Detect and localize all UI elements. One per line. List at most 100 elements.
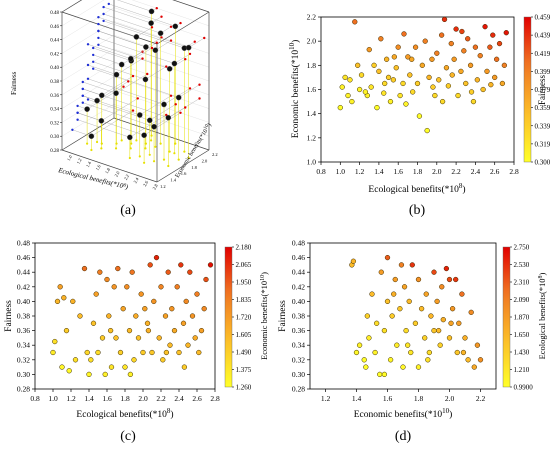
panel-c-point <box>90 320 97 326</box>
panel-d-ytick-label: 0.36 <box>292 326 305 335</box>
panel-b-point <box>468 89 475 95</box>
panel-d-point <box>437 342 443 348</box>
panel-c-point <box>54 298 61 305</box>
panel-a-proj-red <box>184 106 187 109</box>
panel-a-point <box>113 71 120 78</box>
panel-a-proj-yellow <box>144 147 147 150</box>
panel-a-proj-line <box>87 64 117 75</box>
panel-d-point <box>448 320 454 326</box>
panel-c-point <box>135 335 142 341</box>
panel-a-proj-red <box>174 103 177 106</box>
panel-c-point <box>145 327 152 334</box>
panel-a-ztick-label: 0.46 <box>50 25 59 30</box>
panel-a-grid-line <box>61 7 115 40</box>
panel-a-proj-yellow <box>150 139 153 142</box>
panel-b-point <box>342 74 348 81</box>
panel-a-box-edge <box>156 11 210 45</box>
panel-b-point <box>453 26 459 32</box>
panel-d-xtick-label: 1.6 <box>383 394 393 403</box>
panel-b-point <box>349 98 355 105</box>
panel-d-point <box>378 269 384 275</box>
panel-d-point <box>384 254 391 261</box>
panel-a-point <box>172 23 179 30</box>
panel-b-point <box>474 77 480 83</box>
panel-b-colorbar-tick-label: 0.3596 <box>535 104 550 112</box>
panel-a-point <box>99 92 105 99</box>
panel-d-point <box>449 306 456 312</box>
panel-b-ytick-label: 2.0 <box>307 37 317 46</box>
panel-a-ytick-label: 1.2 <box>160 184 166 189</box>
panel-c-point <box>120 306 126 312</box>
panel-c-colorbar-bar <box>224 246 233 388</box>
panel-a-proj-line <box>93 68 179 98</box>
panel-c-point <box>59 364 65 370</box>
panel-a-point <box>175 94 182 101</box>
panel-d-point <box>381 327 388 334</box>
panel-b-point <box>490 32 496 38</box>
panel-a-point <box>148 20 154 26</box>
panel-a-proj-blue <box>97 22 100 26</box>
panel-a-proj-red <box>203 36 206 40</box>
panel-c-point <box>183 298 189 305</box>
panel-d-point <box>381 371 388 378</box>
panel-b-ytick-label: 1.2 <box>307 133 317 142</box>
panel-a-proj-line <box>82 102 155 127</box>
panel-d-ytick-label: 0.44 <box>292 268 305 277</box>
panel-c-point <box>169 306 175 312</box>
panel-d-point <box>440 317 446 323</box>
panel-a-proj-red <box>160 36 163 39</box>
panel-d-point <box>401 284 408 290</box>
panel-c-ytick-label: 0.46 <box>17 253 30 262</box>
panel-a-proj-yellow <box>174 142 177 145</box>
panel-a-proj-line <box>139 95 172 116</box>
panel-a-proj-yellow <box>177 158 180 161</box>
panel-d-point <box>436 327 442 334</box>
panel-a-grid-line <box>61 0 105 26</box>
panel-c-xtick-label: 2.6 <box>192 394 202 403</box>
panel-d-point <box>428 313 434 319</box>
panel-b-point <box>345 92 351 99</box>
panel-a-proj-line <box>77 112 145 136</box>
panel-b-label: (b) <box>409 203 426 218</box>
panel-a-point <box>127 134 133 141</box>
panel-c-point <box>95 349 101 356</box>
panel-c-point <box>129 269 135 275</box>
panel-a-proj-blue <box>92 67 95 70</box>
panel-c-point <box>115 265 121 272</box>
panel-b-point <box>439 98 446 105</box>
panel-d-point <box>425 357 431 363</box>
panel-d-point <box>415 276 422 283</box>
panel-d-ytick-label: 0.40 <box>292 297 305 306</box>
panel-c-point <box>108 364 115 370</box>
panel-b-xtick-label: 2.4 <box>471 167 481 176</box>
panel-a-xtick-label: 2.8 <box>152 182 160 190</box>
panel-a-xtick-label: 1.0 <box>66 154 74 162</box>
panel-a-proj-red <box>188 52 192 56</box>
panel-b-colorbar-tick-label: 0.3199 <box>535 140 550 148</box>
panel-a-proj-yellow <box>90 148 93 152</box>
panel-a-ztick-label: 0.44 <box>50 39 59 44</box>
panel-c-point <box>160 357 166 363</box>
panel-a-proj-yellow <box>114 147 118 150</box>
panel-c-point <box>131 357 137 363</box>
panel-a-ztick-label: 0.36 <box>50 94 59 99</box>
panel-b-point <box>436 77 442 83</box>
panel-d-point <box>465 357 471 363</box>
panel-c-point <box>81 265 88 272</box>
panel-d-point <box>397 306 403 312</box>
panel-a-proj-line <box>130 42 157 59</box>
panel-d-xlabel: Economic benefits(*1010) <box>354 407 453 420</box>
panel-a-proj-red <box>169 39 173 42</box>
panel-a-proj-yellow <box>173 152 176 155</box>
panel-a-proj-line <box>87 86 124 110</box>
panel-d-colorbar-tick-label: 1.210 <box>514 366 530 374</box>
panel-c-point <box>126 327 133 334</box>
panel-b-point <box>393 65 399 71</box>
panel-d-label: (d) <box>395 429 412 444</box>
panel-c-point <box>70 298 76 305</box>
panel-a-point <box>118 61 125 68</box>
panel-c-point <box>72 357 79 363</box>
panel-a-proj-red <box>150 46 154 50</box>
panel-d-point <box>384 298 391 305</box>
panel-a-proj-blue <box>107 2 111 6</box>
